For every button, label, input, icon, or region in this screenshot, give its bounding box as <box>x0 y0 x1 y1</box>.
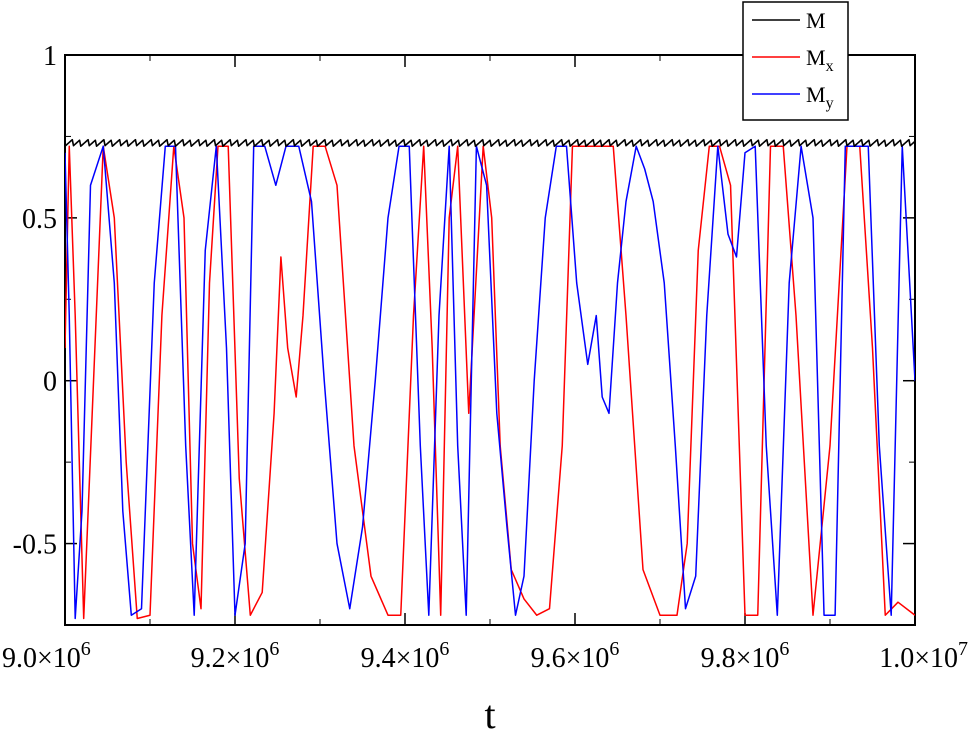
legend-box <box>742 1 849 121</box>
x-tick-label: 9.0×106 <box>2 638 91 674</box>
legend: M Mx My <box>742 1 849 121</box>
legend-label: My <box>806 82 834 112</box>
x-tick-label: 9.6×106 <box>531 638 620 674</box>
y-tick-label: 0 <box>43 367 57 398</box>
x-axis-title: t <box>484 692 495 737</box>
x-tick-label: 9.4×106 <box>361 638 450 674</box>
x-axis-ticks: 9.0×106 9.2×106 9.4×106 9.6×106 9.8×106 1.0×1… <box>2 55 968 674</box>
legend-label: M <box>806 8 826 33</box>
x-tick-label: 1.0×107 <box>879 638 968 674</box>
legend-label: Mx <box>806 45 834 75</box>
series-lines <box>65 138 915 620</box>
y-tick-label: 0.5 <box>22 204 57 235</box>
y-tick-label: 1 <box>43 41 57 72</box>
y-tick-label: -0.5 <box>13 530 57 561</box>
series-line-m <box>65 138 915 147</box>
series-line-mx <box>65 145 915 620</box>
series-line-my <box>65 145 915 620</box>
x-tick-label: 9.8×106 <box>701 638 790 674</box>
y-axis-ticks: -0.5 0 0.5 1 <box>13 41 915 626</box>
x-tick-label: 9.2×106 <box>191 638 280 674</box>
